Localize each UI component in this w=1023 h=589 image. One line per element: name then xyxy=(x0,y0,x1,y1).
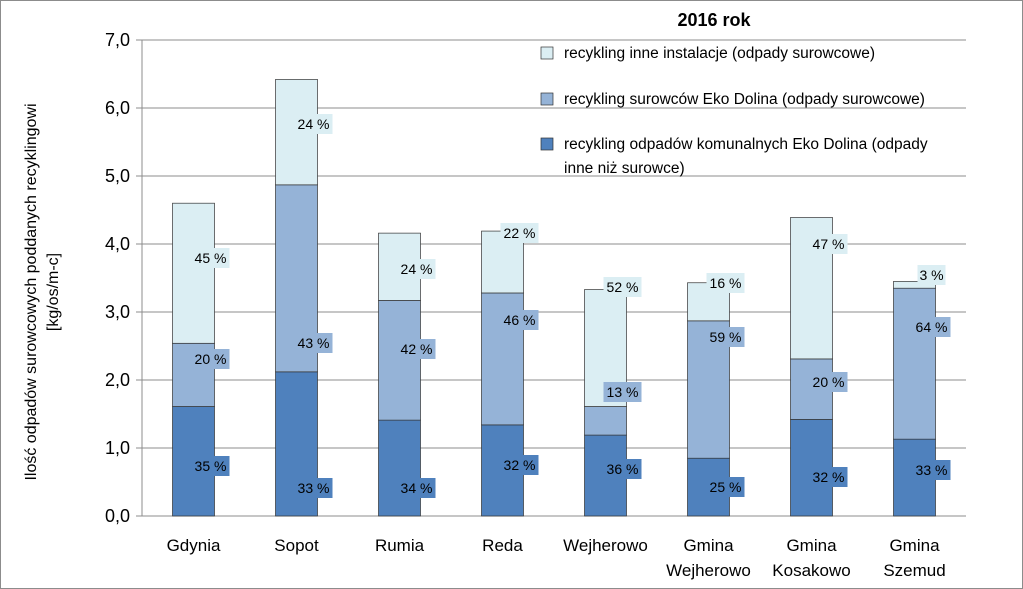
data-label: 33 % xyxy=(916,462,948,478)
data-label-box xyxy=(917,265,946,285)
legend-label: recykling surowców Eko Dolina (odpady su… xyxy=(564,91,925,108)
legend: recykling inne instalacje (odpady surowc… xyxy=(540,45,928,177)
data-label-box xyxy=(191,248,230,268)
data-label-box xyxy=(809,372,848,392)
data-label-box xyxy=(191,456,230,476)
data-label: 24 % xyxy=(298,116,330,132)
legend-swatch xyxy=(540,92,554,106)
legend-label: inne niż surowce) xyxy=(564,160,685,177)
x-category-label: Wejherowo xyxy=(563,536,648,555)
data-label: 43 % xyxy=(298,335,330,351)
y-tick-label: 3,0 xyxy=(105,302,130,322)
data-label-box xyxy=(397,478,436,498)
data-label-box xyxy=(500,455,539,475)
bar-segment xyxy=(172,202,215,344)
y-tick-label: 6,0 xyxy=(105,98,130,118)
data-label-box xyxy=(294,114,333,134)
y-axis-label: Ilość odpadów surowcowych poddanych recy… xyxy=(23,103,62,480)
data-label: 33 % xyxy=(298,480,330,496)
data-label: 42 % xyxy=(401,341,433,357)
data-label-box xyxy=(809,234,848,254)
data-label: 52 % xyxy=(607,279,639,295)
data-label: 59 % xyxy=(710,329,742,345)
y-axis-label-line2: [kg/os/m-c] xyxy=(45,253,62,331)
legend-label: recykling inne instalacje (odpady surowc… xyxy=(564,45,875,62)
bar-segment xyxy=(378,419,421,517)
data-label: 36 % xyxy=(607,461,639,477)
data-label-box xyxy=(603,459,642,479)
x-category-label: Reda xyxy=(482,536,523,555)
data-label: 22 % xyxy=(504,225,536,241)
data-label-box xyxy=(706,327,745,347)
data-label-box xyxy=(294,333,333,353)
x-category-label: Gmina xyxy=(889,536,940,555)
gridlines xyxy=(136,39,966,517)
legend-label: recykling odpadów komunalnych Eko Dolina… xyxy=(564,136,928,153)
data-label: 32 % xyxy=(813,469,845,485)
bars xyxy=(172,79,936,517)
data-label-box xyxy=(191,349,230,369)
x-axis-categories: Gdynia Sopot Rumia Reda Wejherowo Gmina Wejher… xyxy=(167,536,946,580)
data-label: 25 % xyxy=(710,479,742,495)
chart-title: 2016 rok xyxy=(677,10,751,30)
data-label: 35 % xyxy=(195,458,227,474)
y-tick-label: 5,0 xyxy=(105,166,130,186)
x-category-label: Rumia xyxy=(375,536,425,555)
data-label-box xyxy=(706,273,745,293)
data-label: 3 % xyxy=(919,267,943,283)
x-category-label: Gmina xyxy=(786,536,837,555)
data-label: 20 % xyxy=(195,351,227,367)
legend-swatch xyxy=(540,137,554,151)
data-label: 64 % xyxy=(916,319,948,335)
data-label: 47 % xyxy=(813,236,845,252)
x-category-label: Gmina xyxy=(683,536,734,555)
data-label-box xyxy=(603,277,642,297)
x-category-label: Szemud xyxy=(883,561,945,580)
data-label: 32 % xyxy=(504,457,536,473)
x-category-label: Gdynia xyxy=(167,536,221,555)
data-label: 45 % xyxy=(195,250,227,266)
data-label: 34 % xyxy=(401,480,433,496)
x-category-label: Kosakowo xyxy=(772,561,850,580)
data-label-box xyxy=(809,467,848,487)
y-tick-label: 1,0 xyxy=(105,438,130,458)
data-label-box xyxy=(912,317,951,337)
data-label-box xyxy=(603,382,642,402)
bar-segment xyxy=(893,287,936,440)
data-label-box xyxy=(500,310,539,330)
x-category-label: Wejherowo xyxy=(666,561,751,580)
bar-segment xyxy=(584,406,627,436)
data-label-box xyxy=(500,223,539,243)
y-tick-label: 4,0 xyxy=(105,234,130,254)
y-tick-label: 0,0 xyxy=(105,506,130,526)
y-tick-label: 2,0 xyxy=(105,370,130,390)
data-label-box xyxy=(912,460,951,480)
y-axis-label-line1: Ilość odpadów surowcowych poddanych recy… xyxy=(23,103,40,480)
y-tick-label: 7,0 xyxy=(105,30,130,50)
data-label: 20 % xyxy=(813,374,845,390)
data-label: 24 % xyxy=(401,261,433,277)
data-labels: 35 % 20 % 45 % 33 % 43 % 24 % 34 % 42 % 24 % 32 %… xyxy=(191,114,951,498)
bar-segment xyxy=(378,300,421,421)
y-axis-ticks: 0,0 1,0 2,0 3,0 4,0 5,0 6,0 7,0 xyxy=(105,30,130,526)
x-category-label: Sopot xyxy=(274,536,319,555)
data-label-box xyxy=(294,478,333,498)
data-label-box xyxy=(397,339,436,359)
data-label-box xyxy=(706,477,745,497)
data-label: 13 % xyxy=(607,384,639,400)
data-label-box xyxy=(397,259,436,279)
legend-swatch xyxy=(540,46,554,60)
data-label: 46 % xyxy=(504,312,536,328)
data-label: 16 % xyxy=(710,275,742,291)
